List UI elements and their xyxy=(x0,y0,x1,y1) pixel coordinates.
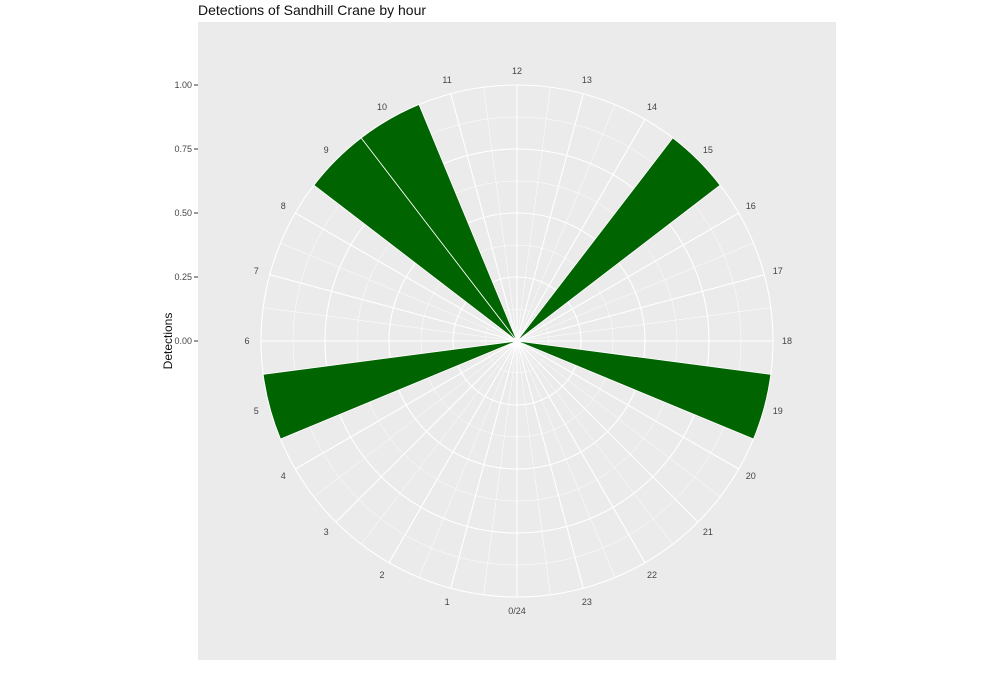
major-ring xyxy=(260,84,774,598)
hour-label: 18 xyxy=(782,336,792,346)
hour-label: 15 xyxy=(703,145,713,155)
y-axis: 0.00 0.25 0.50 0.75 1.00 xyxy=(174,80,198,346)
hour-label: 8 xyxy=(281,201,286,211)
hour-label: 1 xyxy=(445,597,450,607)
hour-label: 10 xyxy=(377,102,387,112)
hour-label: 11 xyxy=(442,75,451,85)
major-ring xyxy=(452,276,582,406)
bar-hour-19 xyxy=(516,340,772,440)
hour-label: 5 xyxy=(254,406,259,416)
minor-ring xyxy=(356,180,678,502)
hour-label: 14 xyxy=(647,102,657,112)
y-tick-label: 1.00 xyxy=(174,80,192,90)
hour-label: 12 xyxy=(512,66,522,76)
y-tick-label: 0.75 xyxy=(174,144,192,154)
hour-label: 23 xyxy=(582,597,592,607)
major-ring xyxy=(388,212,646,470)
hour-label: 20 xyxy=(746,471,756,481)
hour-label: 21 xyxy=(703,527,713,537)
bars xyxy=(262,103,772,440)
hour-label: 3 xyxy=(324,527,329,537)
hour-label: 2 xyxy=(379,570,384,580)
hour-label: 6 xyxy=(244,336,249,346)
hour-label: 9 xyxy=(324,145,329,155)
hour-label: 22 xyxy=(647,570,657,580)
minor-ring xyxy=(420,244,614,438)
y-tick-label: 0.50 xyxy=(174,208,192,218)
minor-ring xyxy=(484,308,550,374)
hour-labels: 0/24123456789101112131415161718192021222… xyxy=(244,66,792,616)
y-tick-label: 0.25 xyxy=(174,272,192,282)
hour-label: 16 xyxy=(746,201,756,211)
hour-label: 0/24 xyxy=(508,606,526,616)
hour-label: 17 xyxy=(773,266,783,276)
chart-title: Detections of Sandhill Crane by hour xyxy=(198,2,426,18)
hour-label: 19 xyxy=(773,406,783,416)
bar-hour-15 xyxy=(516,137,721,342)
y-axis-label: Detections xyxy=(161,313,175,370)
y-tick-label: 0.00 xyxy=(174,336,192,346)
hour-label: 4 xyxy=(281,471,286,481)
bar-hour-5 xyxy=(262,340,518,440)
hour-label: 7 xyxy=(254,266,259,276)
minor-ring xyxy=(292,116,742,566)
bar-hour-10 xyxy=(360,103,518,342)
major-ring xyxy=(324,148,710,534)
hour-label: 13 xyxy=(582,75,592,85)
